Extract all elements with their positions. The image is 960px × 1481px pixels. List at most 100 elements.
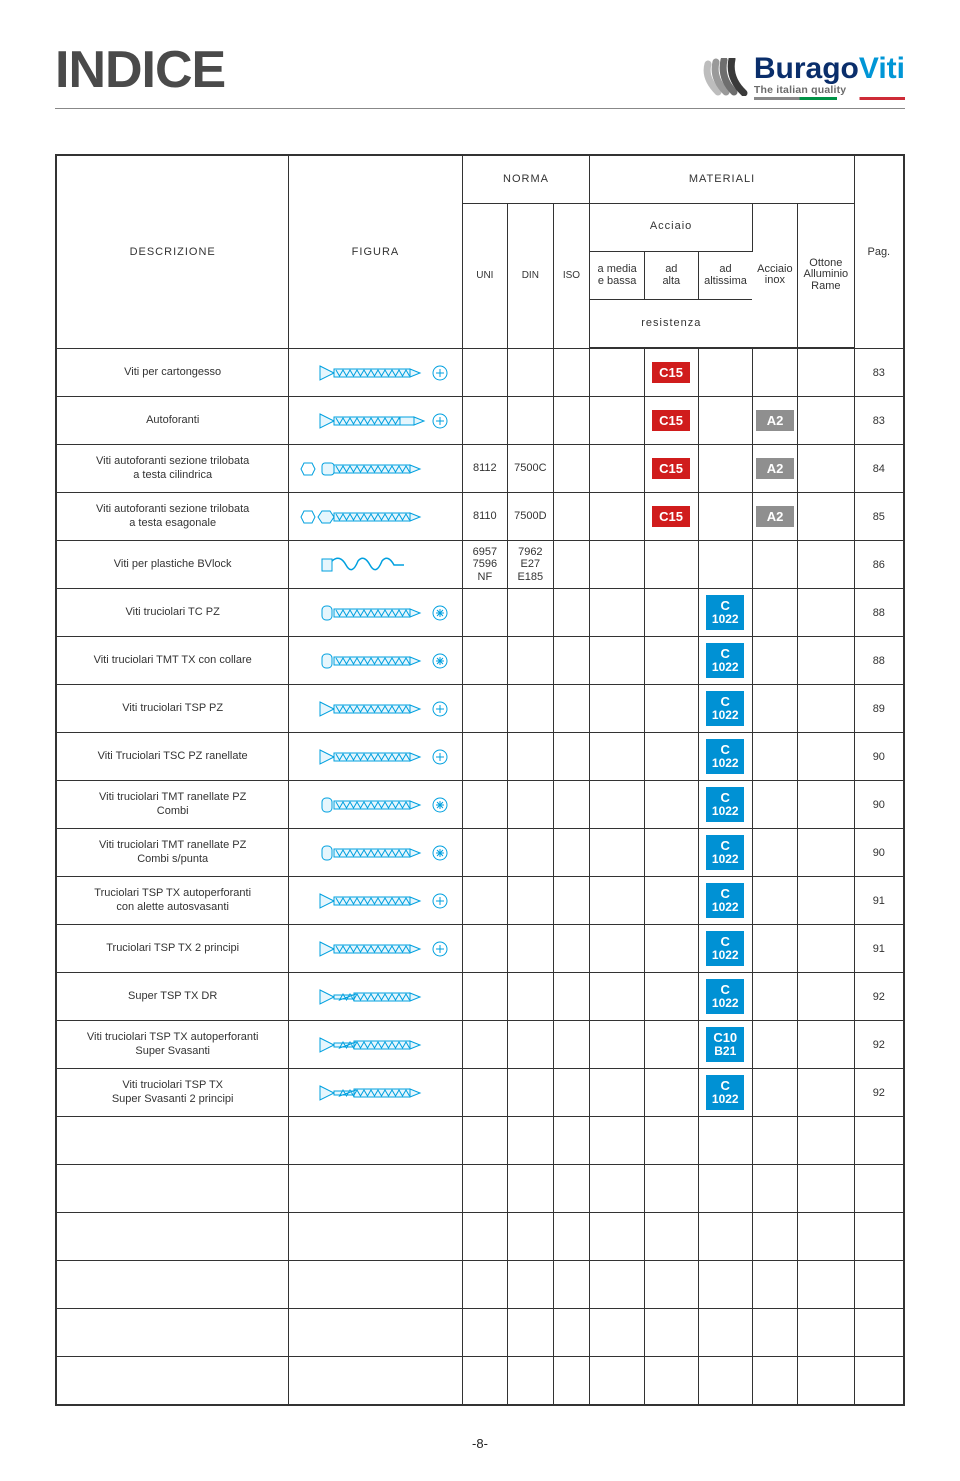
cell-iso <box>553 349 590 397</box>
cell-mat1 <box>590 685 644 733</box>
logo-word-burago: Burago <box>754 52 859 85</box>
cell-din <box>508 1069 553 1117</box>
cell-mat2 <box>644 973 698 1021</box>
cell-pag: 86 <box>854 541 904 589</box>
table-row: Viti truciolari TSP TXSuper Svasanti 2 p… <box>56 1069 904 1117</box>
cell-desc: Viti truciolari TSP TX autoperforantiSup… <box>56 1021 289 1069</box>
cell-mat3: C1022 <box>698 589 752 637</box>
cell-figure <box>289 733 462 781</box>
cell-iso <box>553 733 590 781</box>
cell-mat4 <box>752 349 797 397</box>
table-row: Super TSP TX DR C1022 92 <box>56 973 904 1021</box>
cell-mat2 <box>644 829 698 877</box>
cell-mat1 <box>590 1069 644 1117</box>
material-badge: C1022 <box>706 835 744 869</box>
cell-mat5 <box>798 493 854 541</box>
cell-mat4 <box>752 829 797 877</box>
cell-mat1 <box>590 829 644 877</box>
cell-pag: 83 <box>854 349 904 397</box>
cell-din <box>508 349 553 397</box>
cell-uni <box>462 637 507 685</box>
cell-pag: 91 <box>854 925 904 973</box>
cell-desc: Viti truciolari TC PZ <box>56 589 289 637</box>
cell-figure <box>289 589 462 637</box>
cell-mat3: C1022 <box>698 685 752 733</box>
cell-mat1 <box>590 349 644 397</box>
cell-din <box>508 925 553 973</box>
cell-din: 7500D <box>508 493 553 541</box>
cell-uni <box>462 685 507 733</box>
cell-mat4: A2 <box>752 445 797 493</box>
cell-mat3: C1022 <box>698 637 752 685</box>
cell-figure <box>289 925 462 973</box>
cell-iso <box>553 637 590 685</box>
cell-din: 7500C <box>508 445 553 493</box>
cell-mat5 <box>798 685 854 733</box>
table-row: Viti truciolari TMT ranellate PZCombi C1… <box>56 781 904 829</box>
cell-mat1 <box>590 541 644 589</box>
cell-desc: Viti truciolari TSP TXSuper Svasanti 2 p… <box>56 1069 289 1117</box>
cell-mat2 <box>644 925 698 973</box>
cell-pag: 92 <box>854 1069 904 1117</box>
cell-mat1 <box>590 1021 644 1069</box>
cell-iso <box>553 445 590 493</box>
material-badge: C1022 <box>706 883 744 917</box>
cell-iso <box>553 1069 590 1117</box>
material-badge: A2 <box>756 506 794 528</box>
cell-iso <box>553 541 590 589</box>
cell-uni: 8110 <box>462 493 507 541</box>
cell-mat4 <box>752 925 797 973</box>
table-row: Truciolari TSP TX autoperforanticon alet… <box>56 877 904 925</box>
cell-mat3: C1022 <box>698 877 752 925</box>
cell-pag: 88 <box>854 637 904 685</box>
material-badge: C1022 <box>706 643 744 677</box>
cell-pag: 85 <box>854 493 904 541</box>
table-row: Viti autoforanti sezione trilobataa test… <box>56 445 904 493</box>
cell-mat3 <box>698 445 752 493</box>
material-badge: C1022 <box>706 739 744 773</box>
material-badge: C15 <box>652 410 690 432</box>
table-body: Viti per cartongesso C15 83 Autoforanti … <box>56 349 904 1405</box>
cell-iso <box>553 925 590 973</box>
index-table: DESCRIZIONE FIGURA NORMA MATERIALI Pag. … <box>55 154 905 1406</box>
cell-mat2: C15 <box>644 493 698 541</box>
logo-flag-underline <box>754 97 905 100</box>
material-badge: C1022 <box>706 979 744 1013</box>
cell-mat5 <box>798 1021 854 1069</box>
cell-mat1 <box>590 925 644 973</box>
cell-din <box>508 877 553 925</box>
cell-iso <box>553 877 590 925</box>
col-uni: UNI <box>462 203 507 349</box>
cell-mat4 <box>752 973 797 1021</box>
cell-mat5 <box>798 781 854 829</box>
table-row-empty <box>56 1117 904 1165</box>
material-badge: C1022 <box>706 1075 744 1109</box>
cell-mat2 <box>644 589 698 637</box>
col-materiali-sub: Acciaio Acciaioinox OttoneAlluminioRame … <box>590 203 854 349</box>
col-group-norma: NORMA <box>462 155 590 203</box>
cell-desc: Viti truciolari TMT TX con collare <box>56 637 289 685</box>
cell-desc: Truciolari TSP TX 2 principi <box>56 925 289 973</box>
cell-mat5 <box>798 733 854 781</box>
cell-mat1 <box>590 781 644 829</box>
cell-mat3 <box>698 493 752 541</box>
cell-mat3: C1022 <box>698 781 752 829</box>
cell-figure <box>289 781 462 829</box>
table-row-empty <box>56 1213 904 1261</box>
cell-pag: 92 <box>854 973 904 1021</box>
cell-iso <box>553 589 590 637</box>
col-pag: Pag. <box>854 155 904 349</box>
cell-uni <box>462 877 507 925</box>
page-title: INDICE <box>55 40 225 100</box>
page-number: -8- <box>55 1436 905 1451</box>
cell-mat5 <box>798 589 854 637</box>
cell-uni <box>462 973 507 1021</box>
cell-uni <box>462 1069 507 1117</box>
material-badge: A2 <box>756 410 794 432</box>
cell-din <box>508 973 553 1021</box>
cell-mat4 <box>752 637 797 685</box>
cell-mat3: C1022 <box>698 733 752 781</box>
table-row: Viti Truciolari TSC PZ ranellate C1022 9… <box>56 733 904 781</box>
cell-desc: Viti autoforanti sezione trilobataa test… <box>56 493 289 541</box>
cell-figure <box>289 877 462 925</box>
